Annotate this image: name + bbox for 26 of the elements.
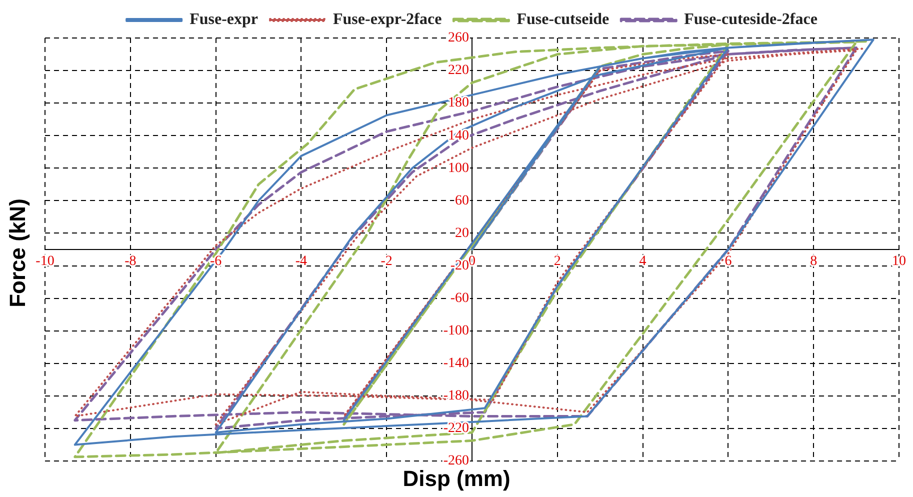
x-tick-label: 4 — [639, 254, 646, 270]
y-tick-label: 100 — [448, 160, 469, 176]
y-tick-label: -140 — [443, 356, 470, 372]
y-tick-label: 180 — [448, 96, 469, 111]
x-tick-label: 8 — [810, 254, 818, 270]
y-tick-label: 60 — [455, 193, 469, 208]
x-tick-label: -10 — [36, 254, 54, 270]
legend-label: Fuse-expr — [190, 11, 258, 28]
legend-label: Fuse-cutseide — [516, 11, 610, 28]
legend-label: Fuse-expr-2face — [333, 11, 442, 28]
x-tick-label: 6 — [724, 254, 732, 270]
x-axis-title: Disp (mm) — [402, 466, 512, 492]
y-tick-label: -260 — [443, 454, 470, 469]
x-tick-label: -4 — [295, 254, 308, 270]
x-tick-label: 2 — [554, 254, 561, 270]
y-axis-title: Force (kN) — [5, 198, 31, 310]
y-tick-label: 20 — [455, 226, 469, 241]
y-tick-label: 260 — [448, 30, 469, 46]
x-tick-label: 10 — [892, 254, 906, 270]
y-tick-label: -220 — [443, 421, 470, 436]
x-tick-label: -8 — [124, 254, 136, 270]
x-tick-label: -2 — [380, 254, 392, 270]
legend-label: Fuse-cuteside-2face — [684, 11, 818, 28]
y-tick-label: 220 — [448, 63, 469, 78]
y-tick-label: -100 — [443, 324, 470, 339]
y-tick-label: -60 — [450, 290, 470, 306]
